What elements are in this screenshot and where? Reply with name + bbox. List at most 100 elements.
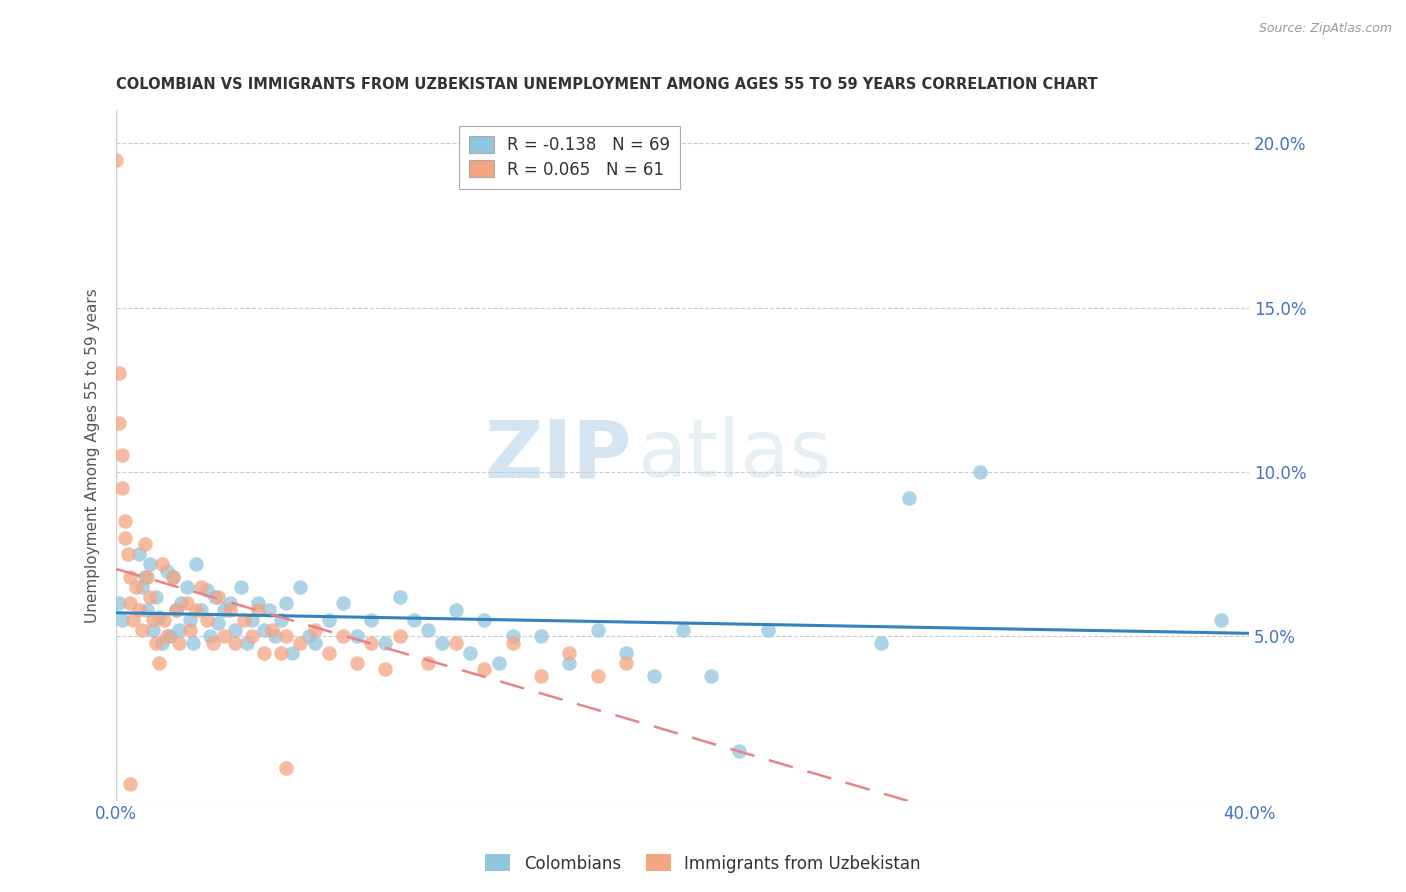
Point	[360, 636, 382, 650]
Point	[614, 656, 637, 670]
Point	[156, 629, 179, 643]
Point	[270, 646, 292, 660]
Point	[153, 613, 176, 627]
Point	[444, 636, 467, 650]
Point	[240, 629, 263, 643]
Point	[530, 629, 553, 643]
Point	[257, 603, 280, 617]
Point	[165, 603, 187, 617]
Point	[111, 449, 134, 463]
Point	[150, 636, 173, 650]
Point	[139, 590, 162, 604]
Point	[167, 636, 190, 650]
Point	[558, 656, 581, 670]
Point	[643, 669, 665, 683]
Point	[184, 557, 207, 571]
Point	[318, 613, 340, 627]
Point	[128, 547, 150, 561]
Point	[170, 596, 193, 610]
Point	[430, 636, 453, 650]
Point	[176, 580, 198, 594]
Point	[139, 557, 162, 571]
Point	[128, 603, 150, 617]
Point	[212, 629, 235, 643]
Point	[195, 583, 218, 598]
Point	[264, 629, 287, 643]
Point	[108, 596, 131, 610]
Point	[276, 596, 298, 610]
Point	[460, 646, 482, 660]
Point	[145, 590, 167, 604]
Point	[246, 603, 269, 617]
Point	[162, 570, 184, 584]
Text: atlas: atlas	[637, 417, 832, 494]
Point	[218, 603, 240, 617]
Point	[290, 636, 312, 650]
Point	[120, 777, 142, 791]
Point	[198, 629, 221, 643]
Point	[260, 623, 283, 637]
Text: COLOMBIAN VS IMMIGRANTS FROM UZBEKISTAN UNEMPLOYMENT AMONG AGES 55 TO 59 YEARS C: COLOMBIAN VS IMMIGRANTS FROM UZBEKISTAN …	[117, 78, 1098, 93]
Point	[374, 636, 396, 650]
Point	[108, 416, 131, 430]
Point	[181, 636, 204, 650]
Point	[586, 623, 609, 637]
Point	[402, 613, 425, 627]
Point	[346, 629, 368, 643]
Point	[346, 656, 368, 670]
Point	[298, 629, 321, 643]
Point	[502, 636, 524, 650]
Point	[108, 366, 131, 380]
Point	[444, 603, 467, 617]
Point	[558, 646, 581, 660]
Point	[145, 636, 167, 650]
Point	[131, 623, 153, 637]
Point	[142, 623, 165, 637]
Point	[270, 613, 292, 627]
Point	[1209, 613, 1232, 627]
Point	[224, 623, 246, 637]
Point	[150, 557, 173, 571]
Point	[252, 646, 274, 660]
Point	[276, 761, 298, 775]
Point	[304, 636, 326, 650]
Point	[195, 613, 218, 627]
Point	[131, 580, 153, 594]
Point	[728, 744, 751, 758]
Point	[229, 580, 252, 594]
Point	[156, 564, 179, 578]
Point	[218, 596, 240, 610]
Point	[179, 613, 201, 627]
Point	[318, 646, 340, 660]
Point	[416, 623, 439, 637]
Point	[614, 646, 637, 660]
Point	[388, 590, 411, 604]
Point	[207, 590, 229, 604]
Point	[530, 669, 553, 683]
Point	[114, 531, 136, 545]
Point	[142, 613, 165, 627]
Point	[148, 656, 170, 670]
Point	[148, 609, 170, 624]
Point	[117, 547, 139, 561]
Point	[488, 656, 510, 670]
Point	[388, 629, 411, 643]
Point	[235, 636, 257, 650]
Point	[360, 613, 382, 627]
Point	[176, 596, 198, 610]
Point	[105, 153, 128, 167]
Point	[672, 623, 695, 637]
Point	[134, 537, 156, 551]
Point	[700, 669, 723, 683]
Point	[184, 603, 207, 617]
Point	[190, 580, 212, 594]
Point	[332, 629, 354, 643]
Point	[136, 603, 159, 617]
Point	[179, 623, 201, 637]
Text: Source: ZipAtlas.com: Source: ZipAtlas.com	[1258, 22, 1392, 36]
Point	[240, 613, 263, 627]
Point	[167, 623, 190, 637]
Point	[332, 596, 354, 610]
Point	[474, 662, 496, 676]
Point	[159, 629, 181, 643]
